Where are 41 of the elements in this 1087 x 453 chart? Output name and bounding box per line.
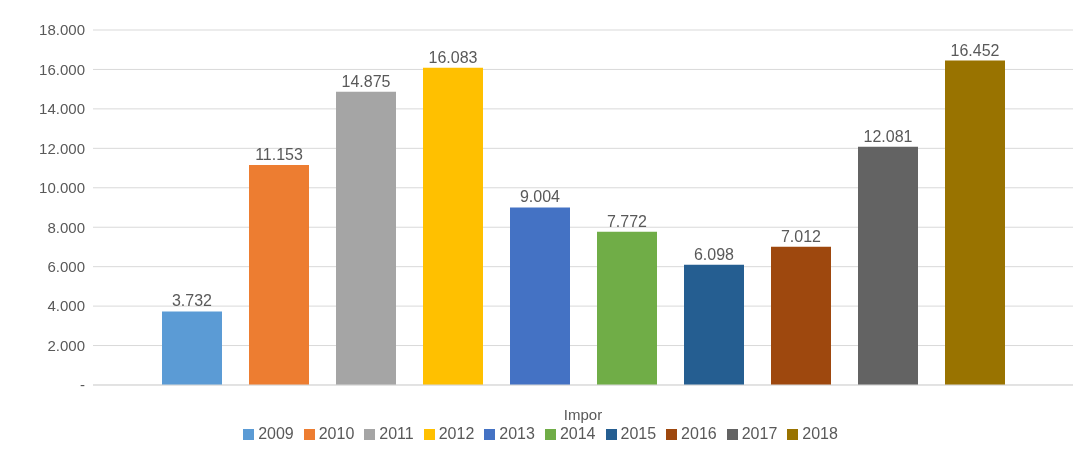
bar <box>771 246 831 385</box>
bar <box>684 264 744 385</box>
bar <box>858 146 918 385</box>
data-label: 14.875 <box>341 72 391 90</box>
data-label: 7.772 <box>606 212 648 230</box>
bar <box>945 60 1005 385</box>
legend-label: 2016 <box>681 425 717 442</box>
y-tick-label: 12.000 <box>39 139 85 157</box>
data-label: 16.083 <box>428 48 478 66</box>
data-label: 7.012 <box>780 227 822 245</box>
legend-label: 2010 <box>318 425 355 442</box>
y-tick-label: 10.000 <box>39 179 85 197</box>
bar <box>249 165 309 385</box>
y-tick-label: 16.000 <box>39 60 85 78</box>
bar <box>597 231 657 385</box>
y-tick-label: 18.000 <box>39 21 85 39</box>
legend-label: 2012 <box>438 425 475 442</box>
data-label: 11.153 <box>255 146 303 164</box>
data-label: 12.081 <box>863 127 913 145</box>
legend-label: 2018 <box>802 425 838 442</box>
bar <box>423 67 483 385</box>
y-tick-label: 2.000 <box>47 336 85 354</box>
legend-label: 2015 <box>620 425 657 442</box>
data-label: 9.004 <box>519 188 561 206</box>
data-label: 6.098 <box>693 245 735 263</box>
bar <box>162 311 222 385</box>
y-tick-label: 4.000 <box>47 297 85 315</box>
bar <box>336 91 396 385</box>
legend-label: 2009 <box>258 425 294 442</box>
y-tick-label: 6.000 <box>47 257 85 275</box>
legend-label: 2011 <box>379 425 414 442</box>
y-tick-label: - <box>80 376 85 394</box>
legend-label: 2013 <box>499 425 535 442</box>
legend-label: 2017 <box>741 425 778 442</box>
y-tick-label: 8.000 <box>47 218 85 236</box>
x-tick-label: Impor <box>563 405 603 423</box>
data-label: 3.732 <box>171 292 213 310</box>
legend-label: 2014 <box>559 425 596 442</box>
y-tick-label: 14.000 <box>39 100 85 118</box>
data-label: 16.452 <box>950 41 1000 59</box>
bar <box>510 207 570 385</box>
